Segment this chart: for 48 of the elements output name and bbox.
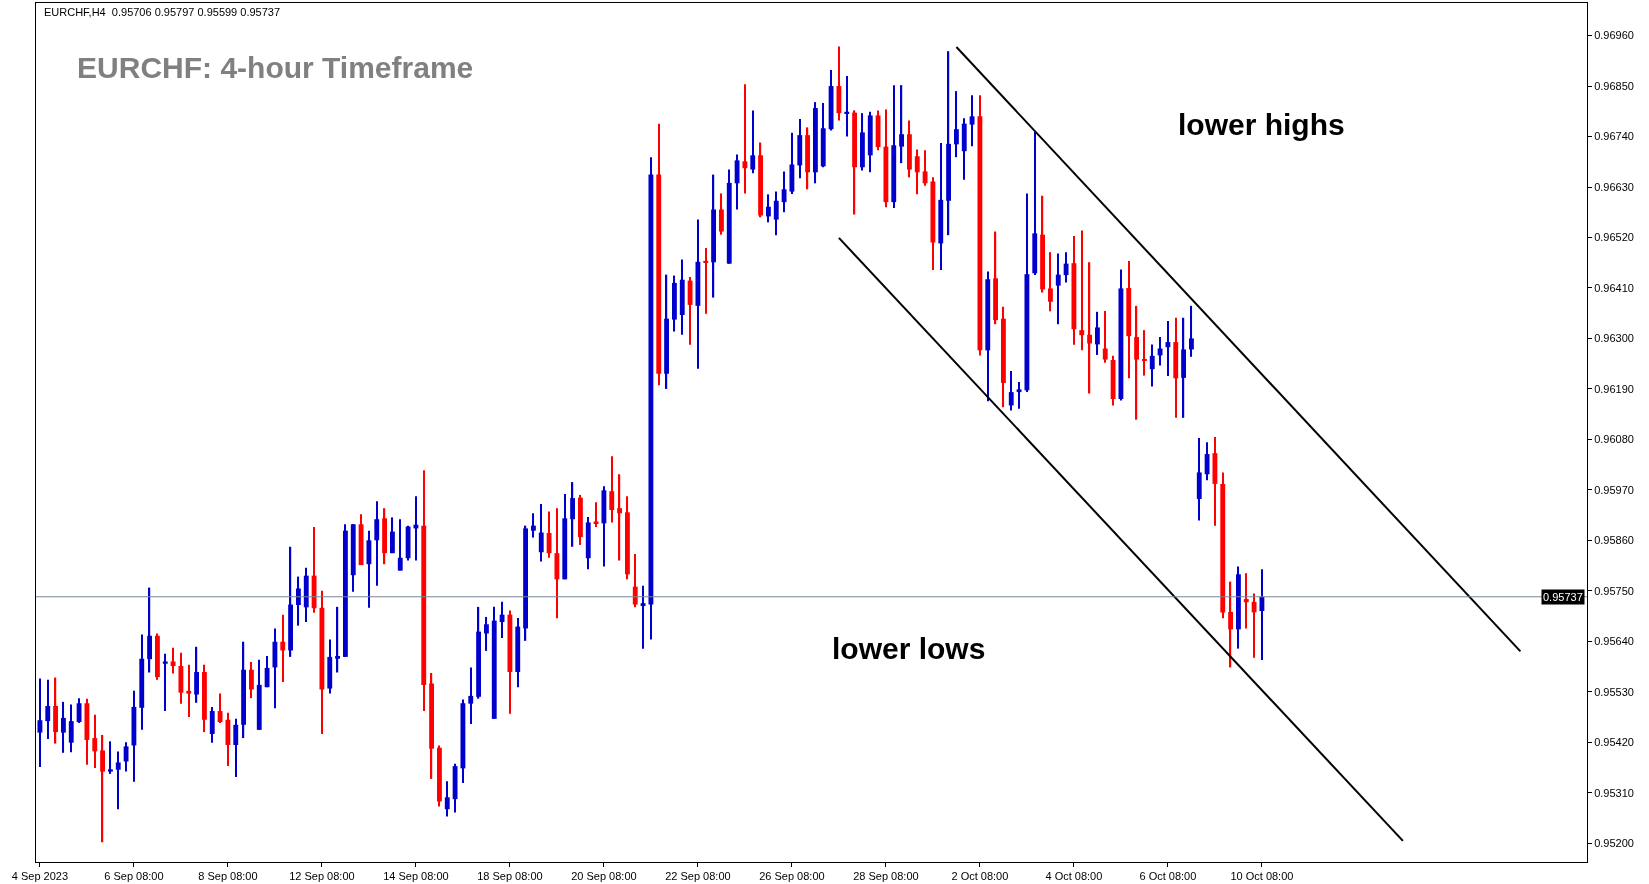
- candlestick: [107, 741, 113, 774]
- x-tick-label: 8 Sep 08:00: [198, 870, 258, 883]
- y-tick-label: 0.96520: [1594, 231, 1634, 244]
- x-tick-label: 4 Sep 2023: [11, 870, 69, 883]
- candlestick: [742, 84, 748, 194]
- candlestick: [1243, 573, 1249, 629]
- y-tick-label: 0.95970: [1594, 483, 1634, 496]
- y-tick-label: 0.96850: [1594, 79, 1634, 92]
- candlestick: [844, 75, 850, 137]
- annotation: EURCHF,H4 0.95706 0.95797 0.95599 0.95737: [44, 6, 281, 18]
- x-tick-label: 22 Sep 08:00: [665, 870, 731, 883]
- y-tick-label: 0.95860: [1594, 534, 1634, 547]
- candlestick: [1141, 330, 1147, 376]
- x-tick-label: 18 Sep 08:00: [477, 870, 543, 883]
- y-tick-label: 0.96300: [1594, 332, 1634, 345]
- y-tick-label: 0.95310: [1594, 786, 1634, 799]
- candlestick: [640, 585, 646, 649]
- annotation: lower lows: [832, 632, 986, 665]
- y-tick-label: 0.95420: [1594, 736, 1634, 749]
- y-tick-label: 0.96410: [1594, 281, 1634, 294]
- candlestick: [703, 248, 709, 314]
- y-tick-label: 0.96630: [1594, 180, 1634, 193]
- y-tick-label: 0.95750: [1594, 584, 1634, 597]
- candlestick: [1079, 230, 1085, 351]
- y-tick-label: 0.95200: [1594, 837, 1634, 850]
- x-tick-label: 4 Oct 08:00: [1045, 870, 1103, 883]
- candlestick: [1016, 382, 1022, 409]
- x-tick-label: 6 Sep 08:00: [104, 870, 164, 883]
- candlestick: [186, 664, 192, 717]
- candlestick: [1165, 321, 1171, 377]
- x-tick-label: 20 Sep 08:00: [571, 870, 637, 883]
- y-tick-label: 0.95640: [1594, 635, 1634, 648]
- x-tick-label: 28 Sep 08:00: [853, 870, 919, 883]
- ref-line-label: 0.95737: [1543, 591, 1583, 603]
- y-tick-label: 0.96190: [1594, 382, 1634, 395]
- x-tick-label: 26 Sep 08:00: [759, 870, 825, 883]
- x-tick-label: 10 Oct 08:00: [1230, 870, 1294, 883]
- candlestick: [162, 653, 168, 712]
- y-tick-label: 0.95530: [1594, 685, 1634, 698]
- x-tick-label: 14 Sep 08:00: [383, 870, 449, 883]
- text: EURCHF: 4-hour Timeframe: [77, 50, 474, 84]
- x-tick-label: 12 Sep 08:00: [289, 870, 355, 883]
- x-tick-label: 2 Oct 08:00: [951, 870, 1009, 883]
- y-tick-label: 0.96080: [1594, 433, 1634, 446]
- annotation: lower highs: [1178, 108, 1345, 141]
- y-tick-label: 0.96740: [1594, 130, 1634, 143]
- x-tick-label: 6 Oct 08:00: [1139, 870, 1197, 883]
- y-tick-label: 0.96960: [1594, 29, 1634, 42]
